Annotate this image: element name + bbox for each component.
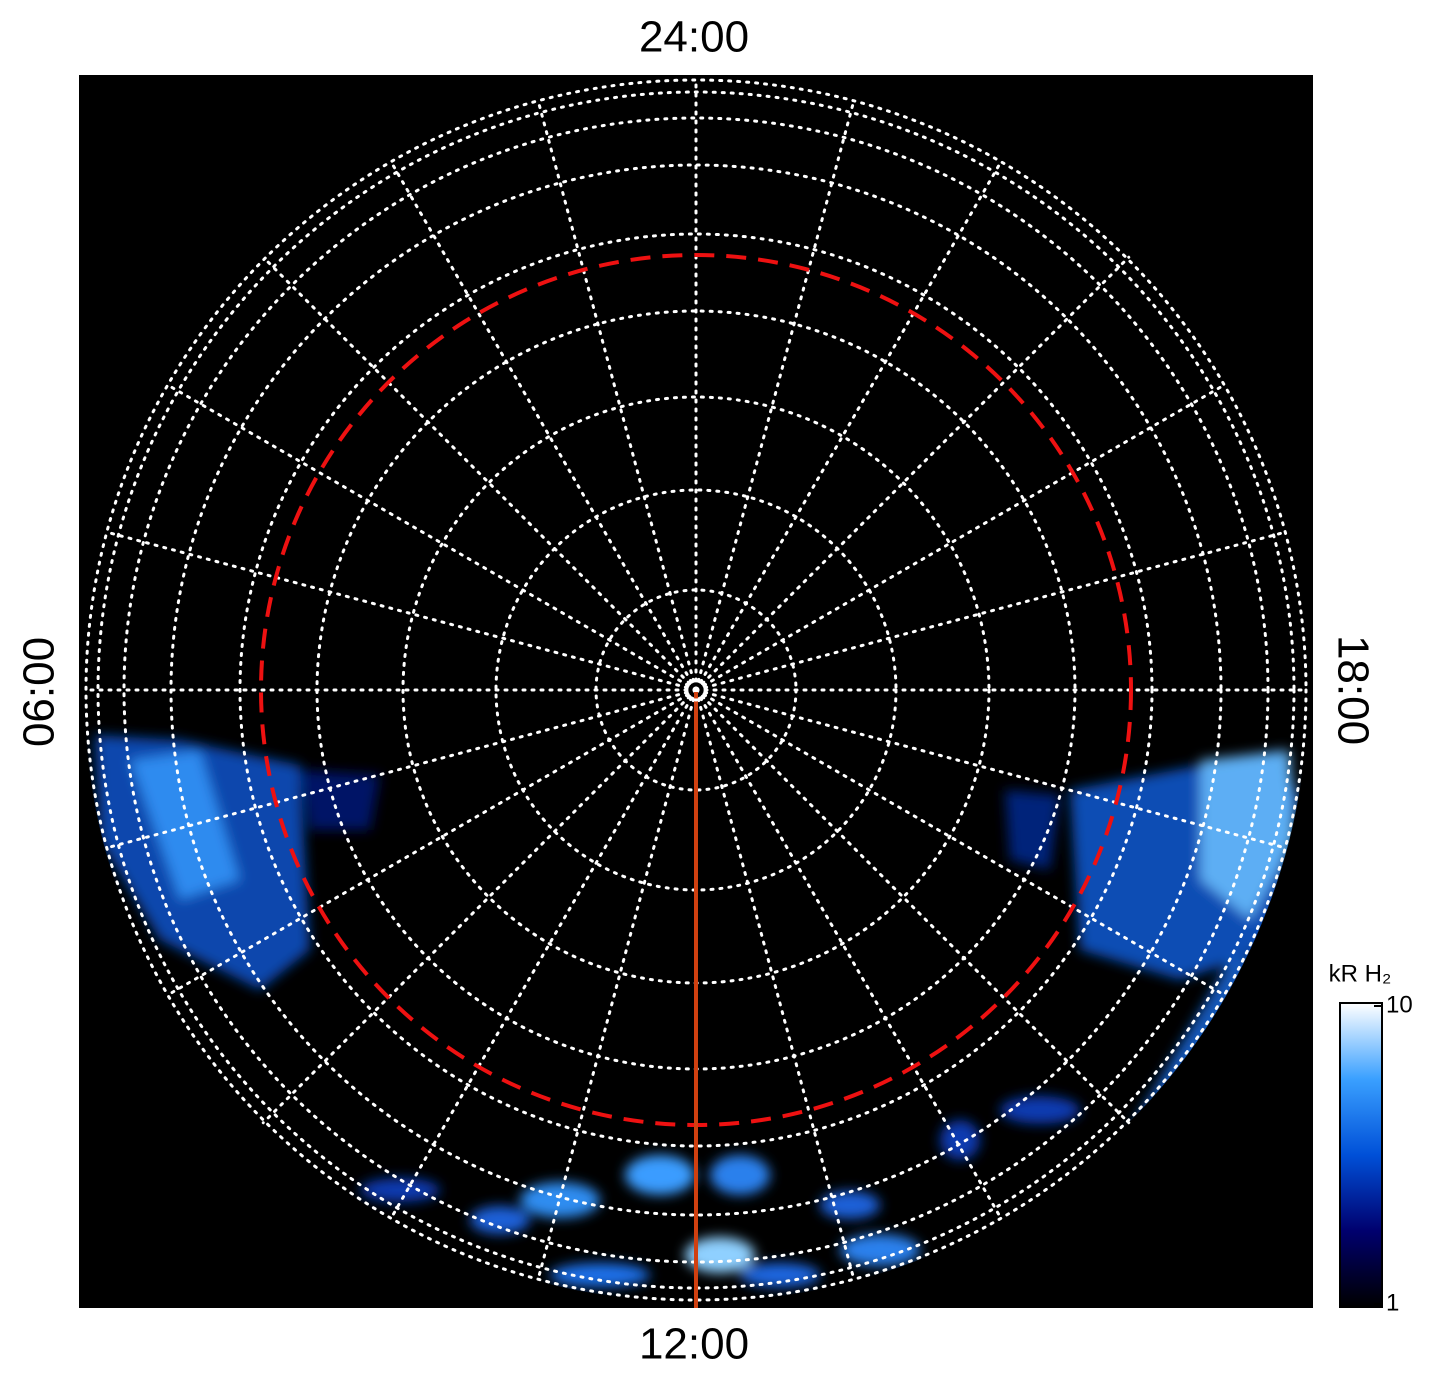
colorbar-tick-label: 1: [1386, 1289, 1399, 1316]
hour-label: 24:00: [639, 13, 749, 62]
colorbar-label: kR H₂: [1329, 960, 1392, 987]
pole-marker: [684, 678, 708, 702]
hour-label: 12:00: [639, 1320, 749, 1369]
meridian: [388, 688, 698, 1222]
latitude-circle: [122, 116, 1270, 1264]
meridian: [694, 688, 1289, 850]
grid: [82, 76, 1310, 1304]
meridian: [536, 97, 698, 692]
hour-label: 18:00: [1328, 635, 1377, 745]
meridian: [103, 688, 698, 850]
meridian: [694, 97, 856, 692]
meridian: [388, 158, 698, 692]
hour-label: 06:00: [15, 637, 64, 747]
latitude-circle: [84, 78, 1308, 1302]
meridian: [694, 530, 1289, 692]
colorbar-tick-label: 10: [1386, 991, 1413, 1018]
colorbar: [1339, 1002, 1383, 1308]
meridian: [536, 688, 698, 1283]
meridian: [261, 255, 698, 692]
meridian: [694, 688, 1228, 998]
meridian: [694, 158, 1004, 692]
meridian: [164, 688, 698, 998]
meridian: [694, 255, 1131, 692]
meridian: [694, 688, 856, 1283]
meridian: [261, 688, 698, 1125]
meridian: [694, 382, 1228, 692]
meridian: [164, 382, 698, 692]
meridian: [694, 688, 1131, 1125]
latitude-circle: [238, 232, 1154, 1148]
meridian: [103, 530, 698, 692]
meridian: [694, 688, 1004, 1222]
